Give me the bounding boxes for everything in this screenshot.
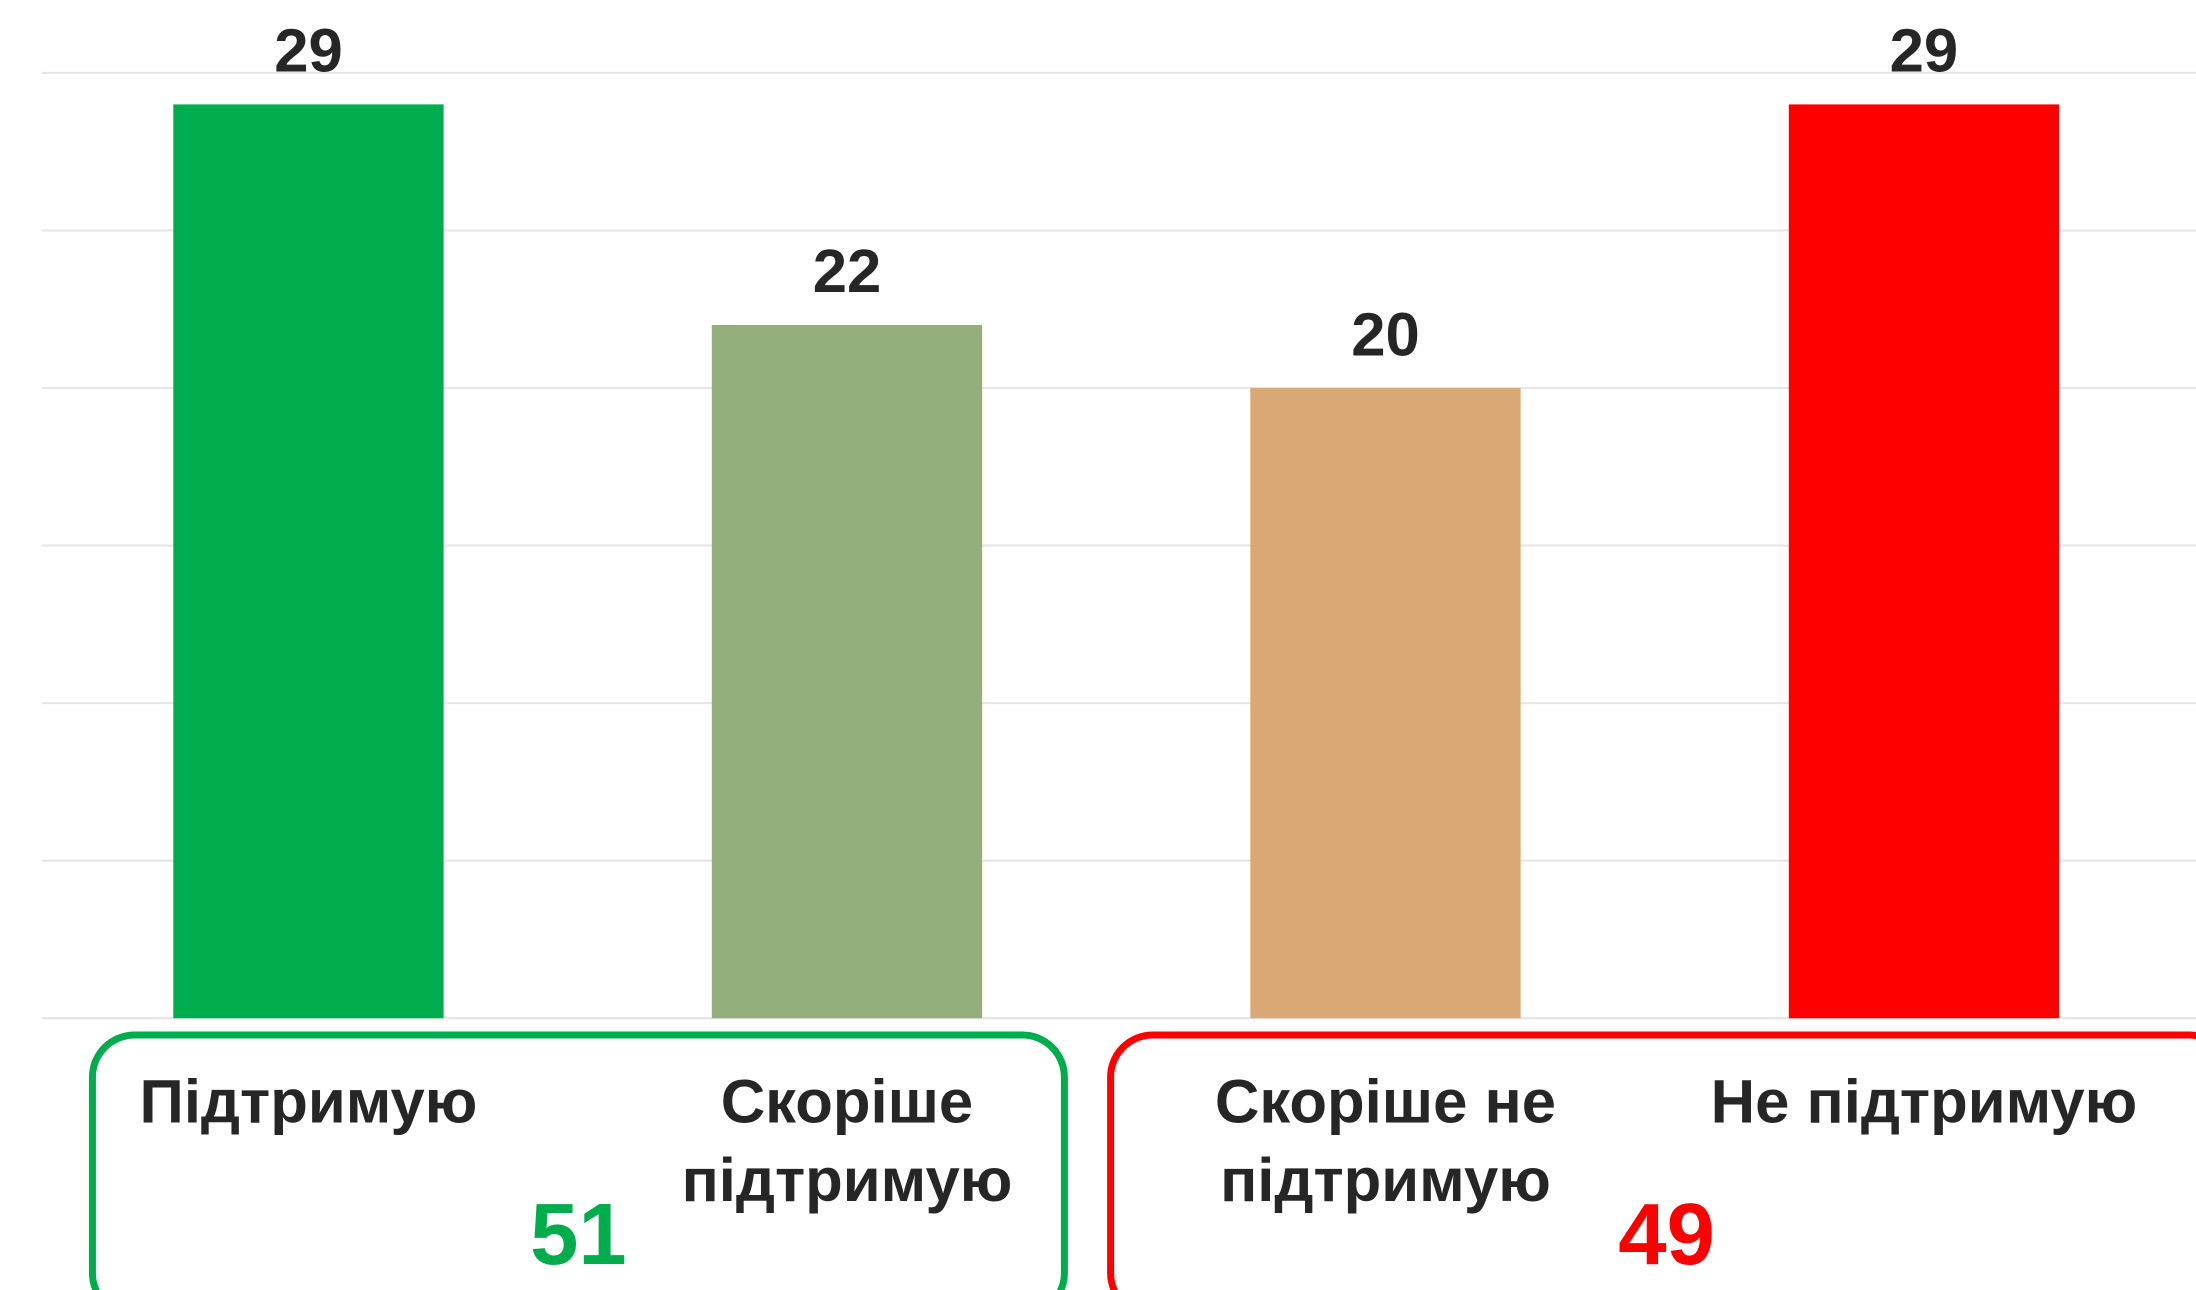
x-tick-label: Підтримую [140,1068,478,1137]
group-box [1107,1031,2196,1290]
value-label: 29 [274,17,343,86]
bar [711,324,983,1019]
value-label: 29 [1890,17,1959,86]
bar [173,104,444,1019]
value-label: 20 [1351,300,1420,369]
bar [1250,388,1521,1019]
group-total: 51 [530,1186,627,1283]
x-tick-label: Не підтримую [1711,1068,2138,1137]
x-tick-label: Скоріше не підтримую [1215,1068,1556,1215]
x-tick-label: Скоріше підтримую [682,1068,1013,1215]
value-label: 22 [813,237,882,306]
group-total: 49 [1618,1186,1715,1283]
group-box [88,1031,1068,1290]
bar [1788,104,2060,1019]
